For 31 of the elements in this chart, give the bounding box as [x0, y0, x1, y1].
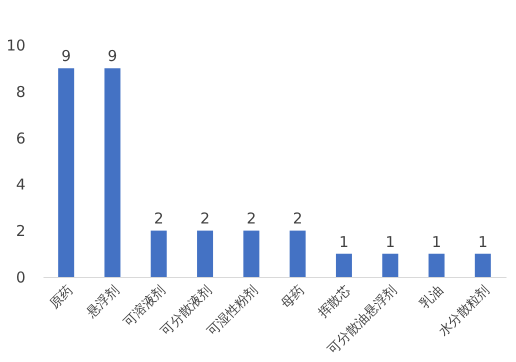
bar: [336, 254, 352, 277]
x-tick-label: 母药: [278, 282, 308, 312]
bar: [150, 230, 167, 277]
y-tick-label: 10: [6, 36, 26, 54]
data-label: 1: [432, 232, 442, 251]
y-tick-label: 2: [16, 222, 26, 240]
data-label: 2: [154, 210, 164, 228]
bar: [382, 254, 398, 277]
y-tick-label: 6: [16, 129, 26, 148]
bar: [104, 68, 120, 277]
x-tick-label: 悬浮剂: [82, 282, 122, 322]
bar: [243, 230, 260, 277]
y-tick-label: 0: [16, 268, 26, 286]
data-label: 9: [108, 47, 118, 66]
data-label: 2: [292, 210, 302, 228]
bar: [290, 230, 306, 277]
y-tick-label: 8: [16, 82, 26, 101]
y-tick-label: 4: [16, 176, 26, 194]
x-tick-label: 原药: [47, 282, 76, 312]
x-tick-label: 挥散芯: [316, 282, 354, 321]
data-label: 1: [385, 232, 396, 251]
data-label: 2: [200, 210, 210, 228]
bar: [428, 254, 445, 277]
data-label: 1: [478, 232, 488, 251]
data-label: 2: [246, 210, 256, 228]
data-label: 1: [339, 232, 349, 251]
data-label: 9: [61, 47, 71, 66]
bar: [474, 254, 491, 277]
bar: [197, 230, 214, 277]
bar: [58, 68, 74, 277]
x-tick-label: 乳油: [417, 282, 446, 312]
